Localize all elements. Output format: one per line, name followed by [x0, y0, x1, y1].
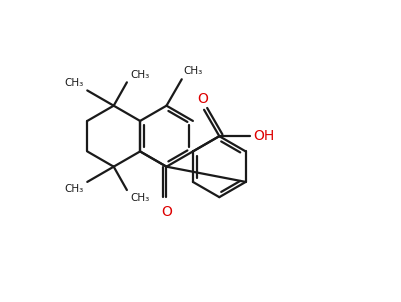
Text: O: O	[197, 92, 208, 105]
Text: CH₃: CH₃	[65, 78, 84, 88]
Text: CH₃: CH₃	[65, 185, 84, 194]
Text: O: O	[161, 205, 172, 219]
Text: OH: OH	[253, 129, 274, 143]
Text: CH₃: CH₃	[130, 193, 150, 203]
Text: CH₃: CH₃	[184, 66, 203, 76]
Text: CH₃: CH₃	[130, 70, 150, 80]
